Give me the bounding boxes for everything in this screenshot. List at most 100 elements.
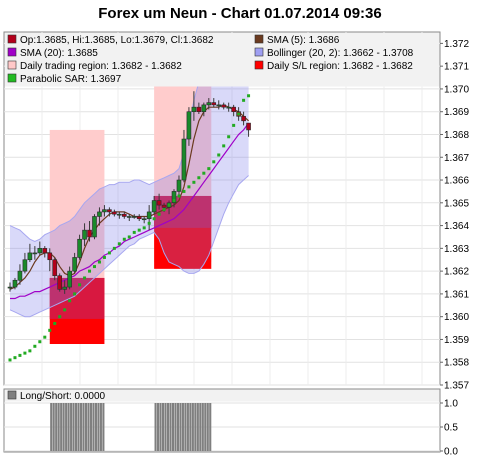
candle-body (226, 106, 231, 109)
candle-body (206, 102, 212, 106)
candle-body (17, 270, 23, 281)
y-tick-label: 1.357 (444, 381, 469, 392)
legend-swatch (254, 60, 264, 70)
long-short-bar (164, 403, 167, 451)
legend-swatch (7, 34, 17, 44)
sub-legend-label: Long/Short: 0.0000 (20, 391, 106, 402)
y-tick-label: 1.371 (444, 62, 469, 73)
sub-y-tick-label: 0.0 (444, 447, 458, 457)
long-short-bar (176, 403, 179, 451)
parabolic-sar-point (192, 180, 196, 184)
daily-trading-region (49, 129, 105, 283)
parabolic-sar-point (28, 349, 32, 353)
legend-label: Parabolic SAR: 1.3697 (20, 74, 122, 85)
candle-body (156, 200, 162, 206)
candle-body (112, 211, 117, 215)
long-short-bar (174, 403, 177, 451)
candle-body (87, 229, 92, 238)
parabolic-sar-point (73, 292, 77, 296)
long-short-bar (52, 403, 55, 451)
legend-label: SMA (5): 1.3686 (267, 35, 340, 46)
candle-body (72, 257, 77, 272)
y-tick-label: 1.368 (444, 130, 469, 141)
long-short-bar (179, 403, 182, 451)
parabolic-sar-point (127, 235, 131, 239)
parabolic-sar-point (182, 189, 186, 193)
parabolic-sar-point (107, 251, 111, 255)
long-short-bar (154, 403, 157, 451)
candle-body (186, 111, 192, 140)
parabolic-sar-point (117, 242, 121, 246)
long-short-bar (199, 403, 202, 451)
legend-label: Daily S/L region: 1.3682 - 1.3682 (267, 61, 413, 72)
candle-body (12, 279, 18, 288)
parabolic-sar-point (212, 160, 216, 164)
bollinger-band (10, 59, 249, 317)
parabolic-sar-point (97, 260, 101, 264)
long-short-bar (77, 403, 80, 451)
long-short-bar (181, 403, 184, 451)
parabolic-sar-point (23, 351, 27, 355)
long-short-bar (196, 403, 199, 451)
candle-body (126, 216, 132, 218)
long-short-bar (161, 403, 165, 451)
parabolic-sar-point (112, 246, 116, 250)
long-short-bar (87, 403, 90, 451)
parabolic-sar-point (83, 276, 87, 280)
parabolic-sar-point (38, 340, 42, 344)
parabolic-sar-point (207, 167, 211, 171)
long-short-bar (50, 403, 53, 451)
parabolic-sar-point (242, 98, 246, 102)
candle-body (191, 106, 197, 113)
long-short-bar (159, 403, 162, 451)
y-tick-label: 1.362 (444, 267, 469, 278)
long-short-bar (82, 403, 85, 451)
parabolic-sar-point (58, 315, 62, 319)
sub-legend-background (4, 389, 440, 402)
long-short-bar (60, 403, 63, 451)
y-tick-label: 1.361 (444, 289, 469, 300)
long-short-bar (169, 403, 172, 451)
long-short-bar (92, 403, 95, 451)
candle-body (201, 104, 207, 113)
parabolic-sar-point (177, 194, 181, 198)
long-short-bar (201, 403, 204, 451)
parabolic-sar-point (88, 269, 92, 273)
long-short-bar (184, 403, 187, 451)
legend-swatch (7, 73, 17, 83)
parabolic-sar-point (172, 199, 176, 203)
y-tick-label: 1.369 (444, 107, 469, 118)
candle-body (22, 259, 28, 272)
candle-body (117, 213, 122, 216)
sub-legend-swatch (7, 390, 17, 400)
candle-body (146, 211, 152, 220)
long-short-bar (102, 403, 105, 451)
bollinger-lower-line (9, 175, 249, 318)
y-tick-label: 1.358 (444, 358, 469, 369)
candle-body (27, 252, 33, 261)
candle-body (62, 286, 67, 290)
y-tick-label: 1.367 (444, 153, 469, 164)
long-short-bar (191, 403, 194, 451)
long-short-bar (157, 403, 160, 451)
long-short-bar (209, 403, 212, 451)
candle-body (246, 122, 251, 131)
parabolic-sar-point (157, 212, 161, 216)
parabolic-sar-point (197, 176, 201, 180)
candle-body (37, 248, 43, 254)
legend-swatch (7, 60, 17, 70)
legend-background (4, 32, 440, 87)
y-tick-label: 1.365 (444, 198, 469, 209)
parabolic-sar-point (232, 123, 236, 127)
daily-sl-region-upper (154, 195, 212, 228)
candle-body (7, 286, 13, 289)
parabolic-sar-point (132, 230, 136, 234)
parabolic-sar-point (13, 356, 17, 360)
legend-label: SMA (20): 1.3685 (20, 48, 98, 59)
parabolic-sar-point (122, 237, 126, 241)
parabolic-sar-point (137, 228, 141, 232)
candle-body (221, 104, 227, 108)
long-short-bar (65, 403, 68, 451)
